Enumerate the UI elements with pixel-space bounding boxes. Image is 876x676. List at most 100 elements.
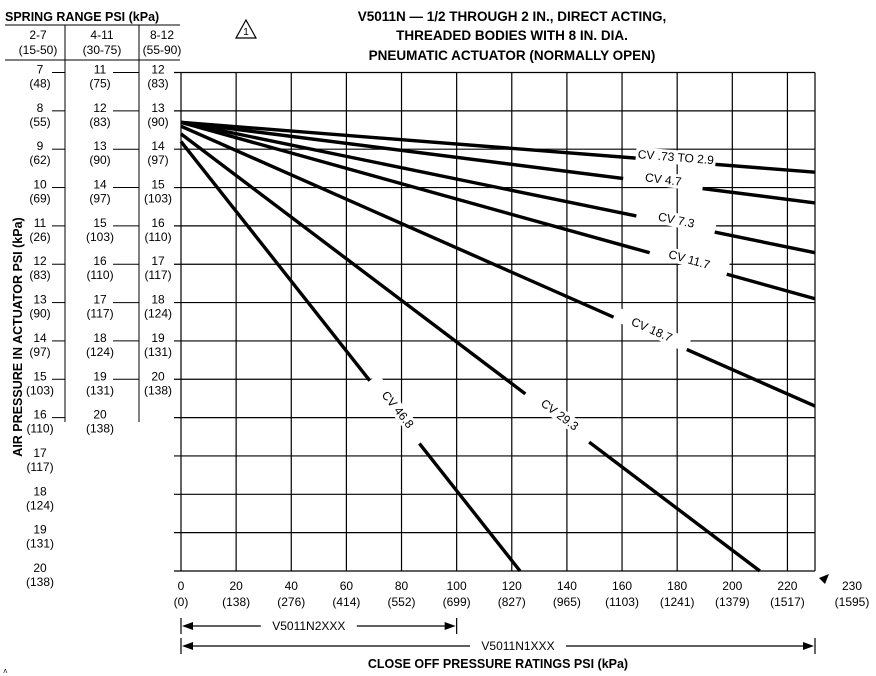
- spring-8-12-tick-kpa: (103): [144, 192, 172, 206]
- spring-range-header: SPRING RANGE PSI (kPa): [5, 10, 159, 24]
- arrow-left-icon: [182, 622, 193, 630]
- spring-4-11-tick-kpa: (117): [86, 307, 113, 321]
- model-range: V5011N1XXX: [180, 637, 816, 654]
- spring-2-7-tick: 18: [33, 484, 47, 498]
- x-tick-kpa: (276): [277, 595, 305, 609]
- spring-8-12-tick: 13: [151, 101, 165, 115]
- spring-2-7-tick: 20: [33, 561, 47, 575]
- spring-2-7-tick-kpa: (97): [29, 345, 50, 359]
- chart-title-line-1: V5011N — 1/2 THROUGH 2 IN., DIRECT ACTIN…: [358, 9, 667, 24]
- spring-2-7-tick: 17: [33, 446, 47, 460]
- spring-4-11-tick-kpa: (124): [86, 345, 114, 359]
- x-tick-kpa: (1517): [770, 595, 805, 609]
- spring-8-12-tick: 14: [151, 139, 165, 153]
- spring-8-12-tick: 20: [151, 369, 165, 383]
- x-tick-psi: 20: [229, 579, 243, 593]
- y-axis-title: AIR PRESSURE IN ACTUATOR PSI (kPa): [11, 217, 25, 456]
- spring-2-7-tick-kpa: (138): [26, 575, 54, 589]
- x-tick-psi: 120: [502, 579, 522, 593]
- spring-8-12-tick-kpa: (110): [144, 230, 171, 244]
- note-number: 1: [243, 27, 249, 38]
- spring-2-7-tick-kpa: (90): [29, 307, 50, 321]
- x-tick-kpa: (965): [553, 595, 581, 609]
- model-range-label: V5011N2XXX: [272, 619, 345, 633]
- x-tick-psi: 40: [285, 579, 299, 593]
- spring-8-12-tick-kpa: (124): [144, 307, 172, 321]
- arrow-left-icon: [182, 642, 193, 650]
- cv-curve: [180, 124, 816, 408]
- spring-2-7-tick-kpa: (69): [29, 192, 50, 206]
- spring-4-11-tick: 13: [93, 139, 107, 153]
- cv-curve-label-text: CV 7.3: [657, 210, 696, 231]
- spring-8-12-tick-kpa: (90): [147, 115, 168, 129]
- spring-2-7-tick-kpa: (131): [26, 537, 54, 551]
- spring-columns-header: 2-7 (15-50) 4-11 (30-75) 8-12 (55-90): [5, 24, 182, 61]
- model-range: V5011N2XXX: [180, 617, 458, 634]
- spring-2-7-tick-kpa: (110): [26, 422, 53, 436]
- spring-4-11-tick: 14: [93, 178, 107, 192]
- x-tick-kpa: (138): [222, 595, 250, 609]
- cv-curve-label: CV 11.7: [648, 242, 730, 278]
- note-marker: 1: [234, 18, 258, 39]
- spring-4-11-tick: 12: [93, 101, 107, 115]
- spring-2-7-tick-kpa: (83): [29, 268, 50, 282]
- chart-title-line-2: THREADED BODIES WITH 8 IN. DIA.: [396, 28, 628, 43]
- spring-2-7-tick-kpa: (124): [26, 498, 54, 512]
- spring-2-7-tick-kpa: (55): [29, 115, 50, 129]
- cv-curve-label: CV 7.3: [635, 205, 717, 236]
- x-tick-psi: 0: [178, 579, 185, 593]
- x-axis-ticks: 0 (0) 20 (138) 40 (276) 60 (414) 80 (552) 100 (699)…: [174, 574, 869, 654]
- cv-curve-label-text: CV 46.8: [379, 388, 417, 431]
- note-triangle-icon: [234, 18, 258, 39]
- arrow-right-icon: [444, 622, 456, 630]
- spring-col-1-sub: (15-50): [19, 43, 58, 57]
- x-tick-psi: 160: [612, 579, 632, 593]
- cv-curve: [180, 120, 816, 205]
- spring-4-11-tick-kpa: (138): [86, 422, 114, 436]
- spring-4-11-tick-kpa: (110): [86, 268, 113, 282]
- cv-curve-label: CV 18.7: [612, 307, 692, 353]
- spring-8-12-tick-kpa: (131): [144, 345, 172, 359]
- spring-2-7-tick: 12: [33, 254, 47, 268]
- spring-8-12-tick: 19: [151, 331, 165, 345]
- spring-2-7-tick-kpa: (26): [29, 230, 50, 244]
- spring-2-7-tick: 15: [33, 369, 47, 383]
- x-tick-kpa: (0): [174, 595, 189, 609]
- spring-4-11-tick-kpa: (131): [86, 383, 114, 397]
- corner-mark: ˄: [3, 667, 8, 676]
- spring-2-7-tick: 14: [33, 331, 47, 345]
- spring-2-7-tick: 11: [34, 216, 47, 230]
- spring-4-11-tick-kpa: (103): [86, 230, 114, 244]
- x-tick-kpa: (699): [443, 595, 471, 609]
- x-tick-psi: 80: [395, 579, 409, 593]
- spring-4-11-tick-kpa: (90): [89, 153, 110, 167]
- spring-2-7-tick-kpa: (48): [29, 77, 50, 91]
- spring-range-ticks: 7(48)8(55)9(62)10(69)11(26)12(83)13(90)1…: [26, 63, 172, 590]
- spring-8-12-tick: 12: [151, 63, 165, 77]
- spring-4-11-tick: 11: [94, 63, 107, 77]
- cv-curve-label-text: CV .73 TO 2.9: [637, 147, 714, 167]
- cv-curve-label: CV 46.8: [367, 373, 429, 446]
- spring-4-11-tick: 16: [93, 254, 107, 268]
- x-axis-title: CLOSE OFF PRESSURE RATINGS PSI (kPa): [368, 657, 628, 671]
- x-tick-psi: 60: [340, 579, 354, 593]
- model-range-label: V5011N1XXX: [481, 639, 554, 653]
- spring-col-3-sub: (55-90): [143, 43, 182, 57]
- cv-curve-label-text: CV 11.7: [667, 247, 712, 272]
- x-tick-extra-psi: 230: [842, 579, 862, 593]
- cv-curve-label: CV 29.3: [523, 385, 596, 445]
- spring-8-12-tick: 17: [151, 254, 165, 268]
- spring-8-12-tick: 18: [151, 293, 165, 307]
- spring-col-2-sub: (30-75): [83, 43, 122, 57]
- cv-curve: [179, 140, 522, 573]
- spring-2-7-tick: 19: [33, 523, 47, 537]
- x-extra-arrow-icon: [819, 574, 829, 584]
- x-tick-kpa: (414): [332, 595, 360, 609]
- spring-2-7-tick: 10: [33, 178, 47, 192]
- spring-4-11-tick: 18: [93, 331, 107, 345]
- spring-4-11-tick-kpa: (97): [89, 192, 110, 206]
- spring-8-12-tick-kpa: (138): [144, 383, 172, 397]
- spring-2-7-tick-kpa: (62): [29, 153, 50, 167]
- chart-title-line-3: PNEUMATIC ACTUATOR (NORMALLY OPEN): [369, 48, 656, 63]
